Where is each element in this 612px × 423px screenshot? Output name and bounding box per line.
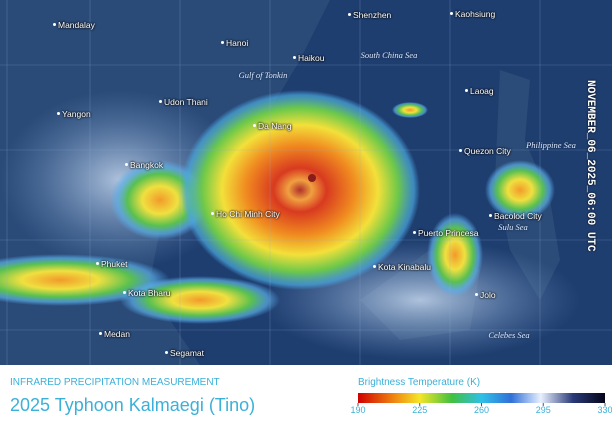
sea-label: Celebes Sea <box>488 330 530 340</box>
city-label: Mandalay <box>53 20 95 30</box>
city-label: Kaohsiung <box>449 9 496 19</box>
city-label: Da Nang <box>253 121 292 131</box>
colorbar <box>358 393 605 403</box>
cloud <box>485 160 555 220</box>
city-label: Puerto Princesa <box>412 228 479 238</box>
city-label: Kota Bharu <box>123 288 171 298</box>
cloud-band <box>120 276 280 324</box>
city-label: Laoag <box>465 86 494 96</box>
city-label: Medan <box>99 329 130 339</box>
city-label: Haikou <box>292 53 325 63</box>
graticule <box>0 0 612 365</box>
city-label: Phuket <box>95 259 128 269</box>
sea-label: Philippine Sea <box>526 140 576 150</box>
colorbar-tick-label: 225 <box>412 405 428 415</box>
caption-subtitle: INFRARED PRECIPITATION MEASUREMENT <box>10 377 220 388</box>
city-label: Ho Chi Minh City <box>211 209 280 219</box>
city-label: Bacolod City <box>489 211 542 221</box>
typhoon <box>180 90 420 290</box>
colorbar-tick-label: 295 <box>535 405 551 415</box>
sea-label: South China Sea <box>360 50 418 60</box>
city-label: Kota Kinabalu <box>373 262 431 272</box>
city-label: Shenzhen <box>347 10 392 20</box>
city-label: Quezon City <box>459 146 511 156</box>
city-label: Udon Thani <box>159 97 208 107</box>
sea-label: Sulu Sea <box>498 222 528 232</box>
city-label: Yangon <box>57 109 91 119</box>
sea-label: Gulf of Tonkin <box>238 70 288 80</box>
city-label: Jolo <box>475 290 496 300</box>
cloud <box>427 213 483 297</box>
city-label: Hanoi <box>220 38 249 48</box>
timestamp: NOVEMBER_06_2025_06:00 UTC <box>584 80 596 252</box>
colorbar-tick-label: 190 <box>350 405 366 415</box>
caption-title: 2025 Typhoon Kalmaegi (Tino) <box>10 395 256 415</box>
city-label: Segamat <box>164 348 205 358</box>
typhoon-eye <box>308 174 316 182</box>
colorbar-tick-label: 260 <box>473 405 490 415</box>
cloud <box>392 102 428 118</box>
colorbar-label: Brightness Temperature (K) <box>358 377 481 388</box>
city-label: Bangkok <box>124 160 164 170</box>
colorbar-tick-label: 330 <box>597 405 612 415</box>
